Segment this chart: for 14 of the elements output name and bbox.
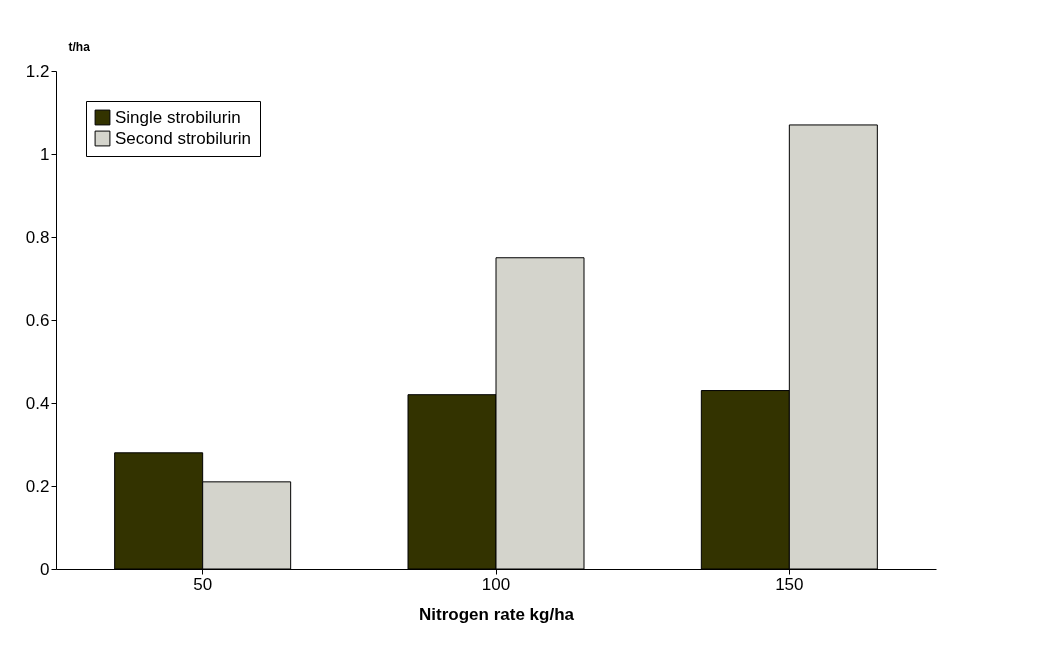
y-tick-label: 0.8 bbox=[25, 227, 50, 247]
y-tick-label: 0.2 bbox=[25, 476, 50, 496]
x-axis-title: Nitrogen rate kg/ha bbox=[419, 604, 575, 624]
y-tick-label: 0.4 bbox=[25, 393, 50, 413]
y-axis-title: t/ha bbox=[68, 39, 91, 54]
x-tick-label: 150 bbox=[775, 574, 804, 594]
x-tick-label: 100 bbox=[481, 574, 511, 594]
y-tick-label: 0.6 bbox=[25, 310, 50, 330]
legend-label: Second strobilurin bbox=[115, 128, 252, 148]
legend-label: Single strobilurin bbox=[115, 107, 241, 127]
y-tick-label: 1 bbox=[40, 144, 50, 164]
y-tick-label: 1.2 bbox=[25, 61, 50, 81]
x-tick-label: 50 bbox=[193, 574, 213, 594]
y-tick-label: 0 bbox=[40, 559, 50, 579]
